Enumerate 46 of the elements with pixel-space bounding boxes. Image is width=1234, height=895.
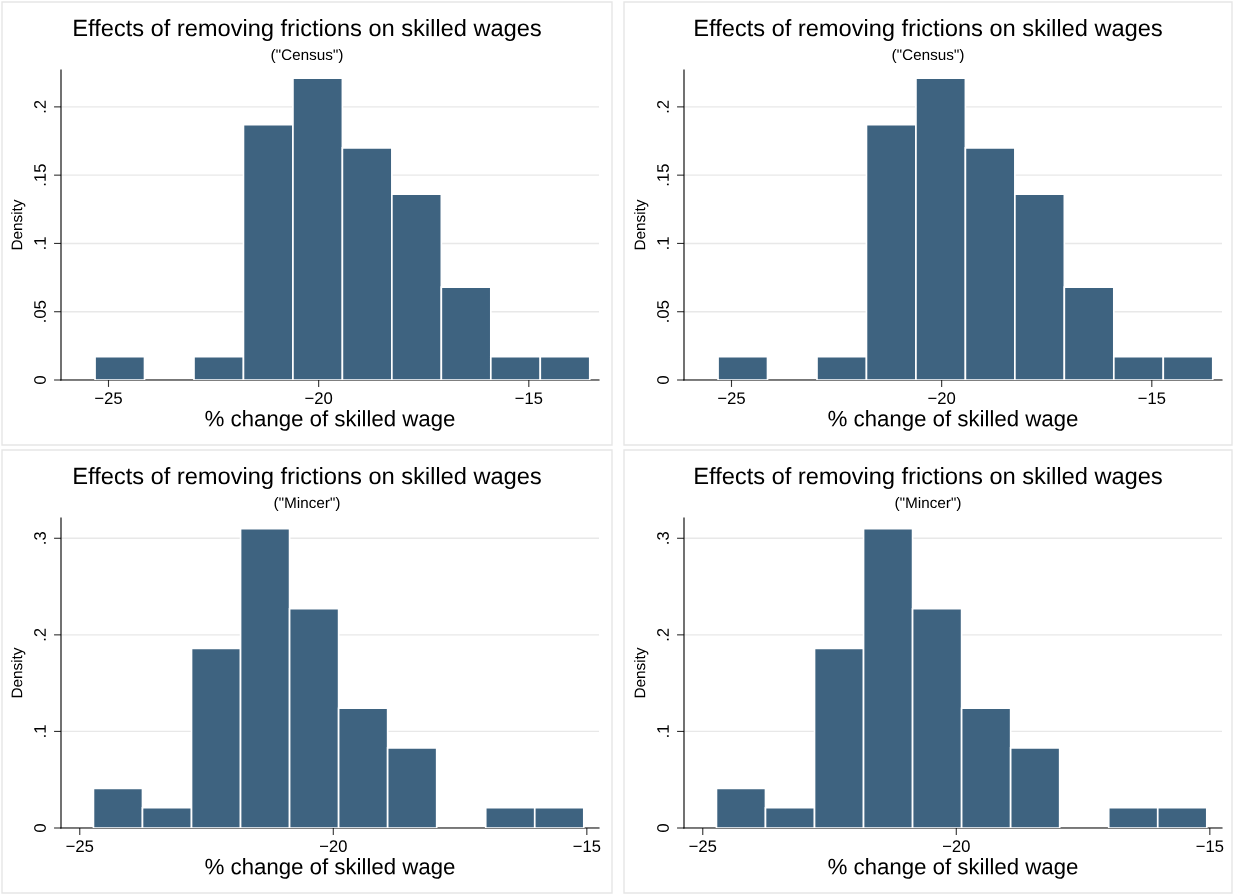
chart-title: Effects of removing frictions on skilled wages: [74, 466, 541, 489]
x-axis-title: % change of skilled wage: [205, 858, 455, 879]
y-tick-label: .2: [657, 628, 669, 641]
x-axis-title: % change of skilled wage: [205, 410, 455, 431]
y-axis-title: Density: [11, 199, 26, 250]
chart-subtitle: ("Census"): [271, 48, 343, 64]
y-axis-title: Density: [11, 647, 26, 698]
x-tick-label: −15: [1196, 840, 1224, 853]
chart-subtitle: ("Mincer"): [895, 496, 961, 512]
y-tick-label: .2: [34, 628, 46, 641]
x-tick-label: −25: [718, 392, 745, 405]
chart-title: Effects of removing frictions on skilled wages: [695, 466, 1162, 489]
x-tick-label: −20: [319, 840, 347, 853]
y-tick-label: .15: [34, 164, 46, 186]
x-tick-label: −15: [573, 840, 601, 853]
y-axis-title: Density: [634, 647, 649, 698]
y-tick-label: .3: [34, 532, 46, 544]
x-tick-label: −20: [305, 392, 333, 405]
y-tick-label: .1: [657, 237, 669, 249]
x-axis-title: % change of skilled wage: [828, 858, 1078, 879]
x-tick-label: −25: [95, 392, 122, 405]
x-tick-label: −20: [942, 840, 970, 853]
x-tick-label: −15: [1138, 392, 1166, 405]
x-tick-label: −20: [928, 392, 956, 405]
y-tick-label: 0: [34, 376, 46, 384]
chart-title: Effects of removing frictions on skilled wages: [695, 19, 1162, 41]
y-tick-label: .15: [657, 164, 669, 186]
y-tick-label: 0: [34, 824, 46, 832]
x-tick-label: −25: [689, 840, 717, 853]
y-tick-label: .2: [34, 100, 46, 113]
y-tick-label: .3: [657, 532, 669, 544]
y-tick-label: .2: [657, 100, 669, 113]
y-tick-label: .1: [34, 237, 46, 249]
chart-subtitle: ("Mincer"): [274, 496, 340, 512]
y-tick-label: 0: [657, 824, 669, 832]
y-axis-title: Density: [634, 199, 649, 250]
y-tick-label: .05: [34, 300, 46, 322]
x-tick-label: −25: [66, 840, 94, 853]
y-tick-label: .1: [657, 725, 669, 737]
x-tick-label: −15: [515, 392, 543, 405]
chart-title: Effects of removing frictions on skilled wages: [74, 19, 541, 41]
y-tick-label: .1: [34, 725, 46, 737]
x-axis-title: % change of skilled wage: [828, 410, 1078, 431]
y-tick-label: .05: [657, 300, 669, 322]
y-tick-label: 0: [657, 376, 669, 384]
chart-subtitle: ("Census"): [892, 48, 964, 64]
